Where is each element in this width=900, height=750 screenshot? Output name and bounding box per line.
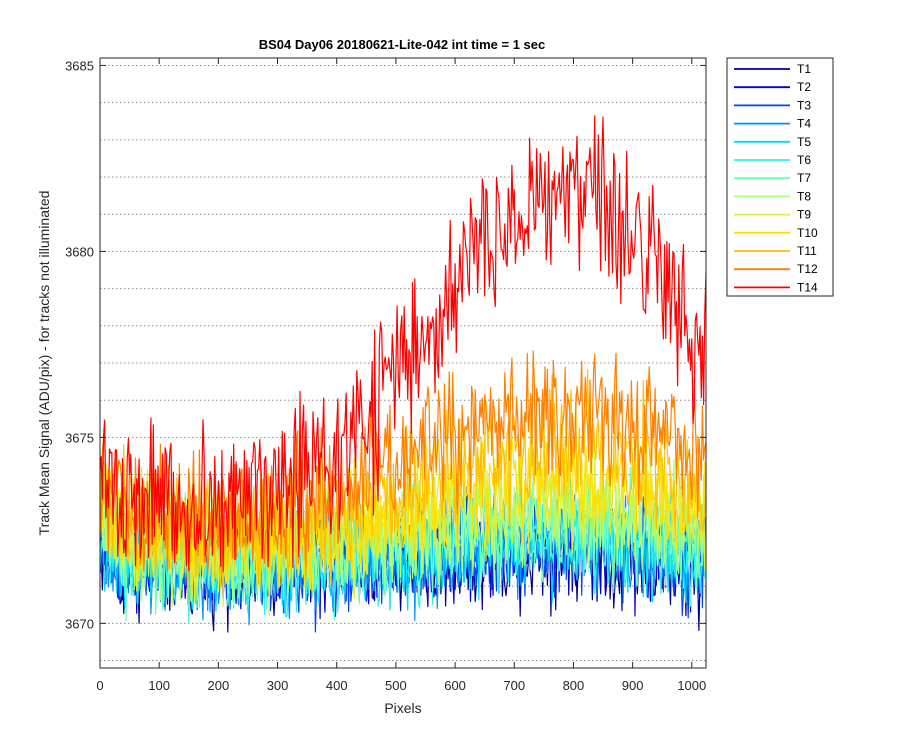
- legend-label-t12: T12: [797, 262, 818, 276]
- x-tick-label: 600: [444, 678, 466, 693]
- x-tick-label: 1000: [677, 678, 706, 693]
- legend-box: [726, 57, 834, 297]
- x-tick-label: 500: [385, 678, 407, 693]
- legend-label-t5: T5: [797, 135, 811, 149]
- x-tick-label: 300: [267, 678, 289, 693]
- legend-label-t4: T4: [797, 117, 811, 131]
- legend-label-t8: T8: [797, 189, 811, 203]
- tick-layer: 0 100 200 300 400 500 600 700 800 900 1000 3670 3675…: [65, 58, 706, 693]
- series-line-t14: [99, 115, 707, 573]
- x-tick-label: 800: [563, 678, 585, 693]
- legend-label-t6: T6: [797, 153, 811, 167]
- y-axis-label: Track Mean Signal (ADU/pix) - for tracks…: [36, 191, 52, 536]
- legend-label-t7: T7: [797, 171, 811, 185]
- legend-label-t14: T14: [797, 280, 818, 294]
- x-tick-label: 100: [148, 678, 170, 693]
- legend-label-t9: T9: [797, 208, 811, 222]
- x-axis-label: Pixels: [384, 700, 421, 716]
- y-tick-label: 3680: [65, 244, 94, 259]
- legend-label-t3: T3: [797, 98, 811, 112]
- legend-items: T1 T2 T3 T4 T5 T6 T7 T8 T9 T10 T11 T12 T14: [734, 62, 818, 294]
- legend-label-t11: T11: [797, 244, 817, 258]
- x-tick-label: 400: [326, 678, 348, 693]
- legend-label-t1: T1: [797, 62, 811, 76]
- chart-title: BS04 Day06 20180621-Lite-042 int time = …: [259, 37, 546, 52]
- y-tick-label: 3685: [65, 58, 94, 73]
- legend-label-t10: T10: [797, 226, 818, 240]
- y-tick-label: 3670: [65, 616, 94, 631]
- legend-label-t2: T2: [797, 80, 811, 94]
- series-layer: [99, 115, 707, 633]
- series-line-t10: [99, 420, 707, 597]
- x-tick-label: 900: [622, 678, 644, 693]
- x-tick-label: 700: [503, 678, 525, 693]
- x-tick-label: 200: [208, 678, 230, 693]
- x-tick-label: 0: [96, 678, 103, 693]
- y-tick-label: 3675: [65, 430, 94, 445]
- plot-frame: [99, 57, 707, 669]
- legend: T1 T2 T3 T4 T5 T6 T7 T8 T9 T10 T11 T12 T14: [726, 57, 834, 297]
